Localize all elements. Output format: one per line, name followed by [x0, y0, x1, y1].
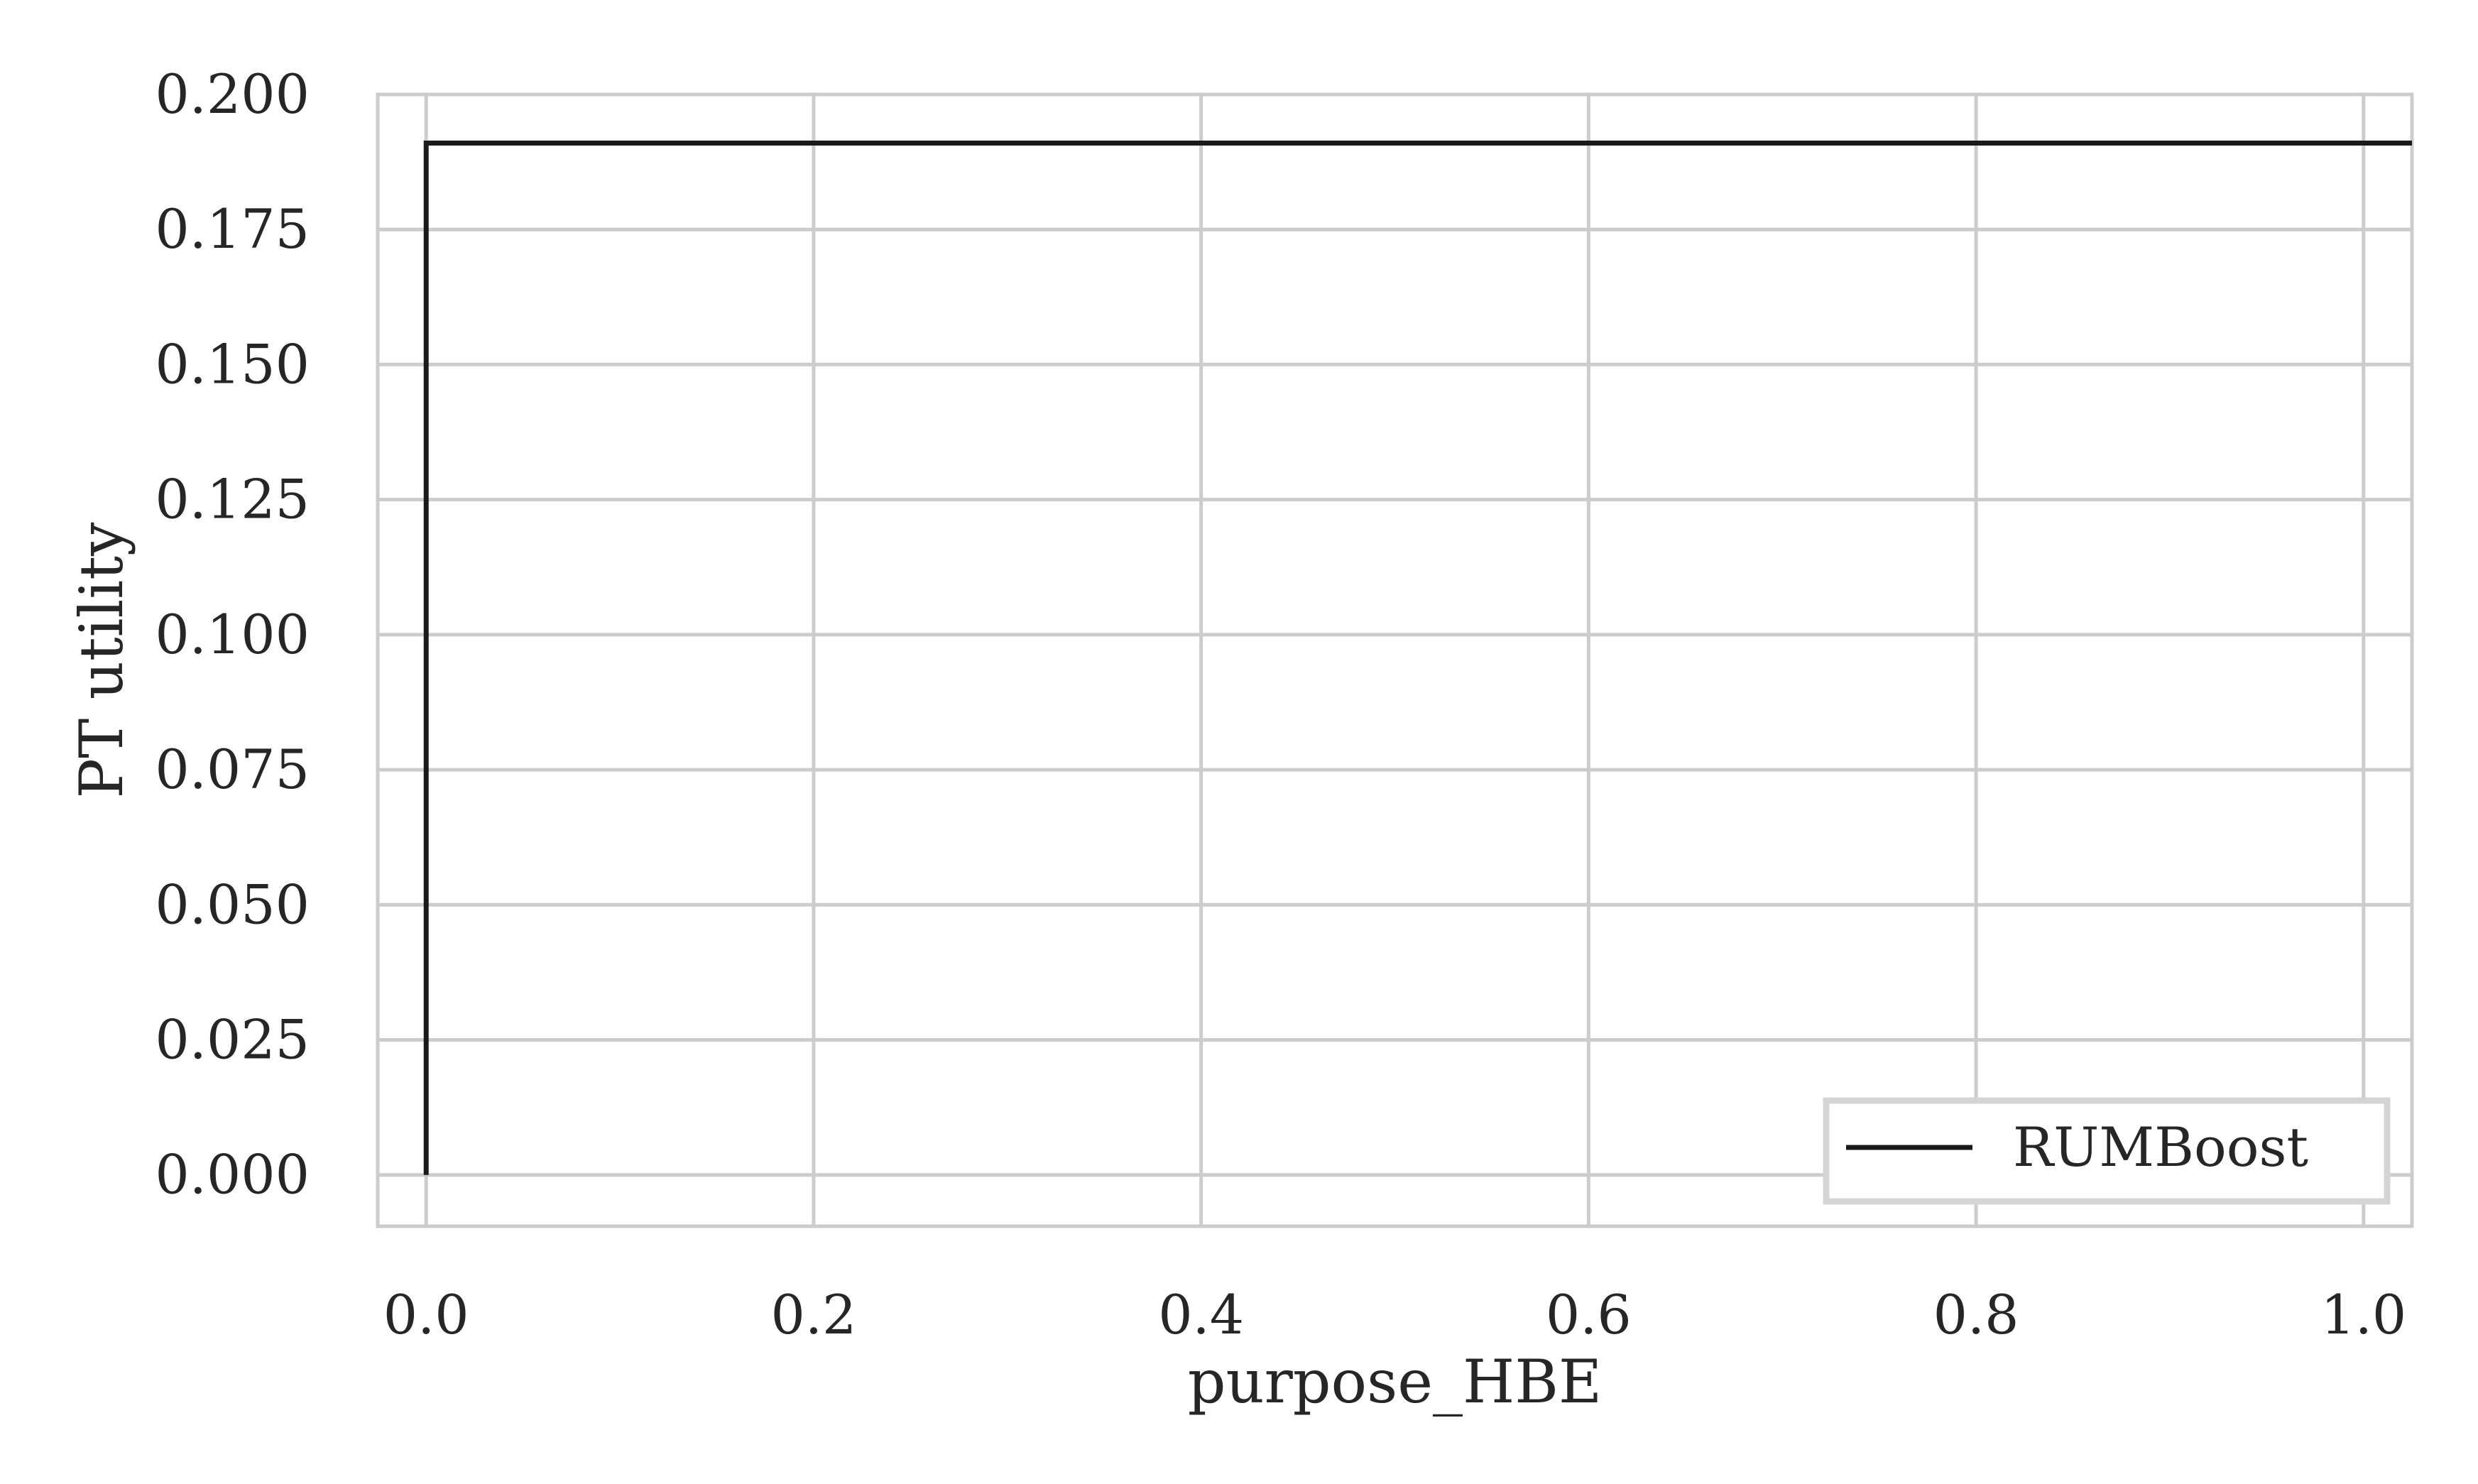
series-layer: [423, 140, 2412, 1175]
y-tick-label: 0.000: [155, 1143, 310, 1206]
legend: RUMBoost: [1823, 1097, 2391, 1205]
y-tick-label: 0.075: [155, 738, 310, 801]
x-tick-label: 0.2: [770, 1283, 856, 1346]
x-tick-labels: 0.0 0.2 0.4 0.6 0.8 1.0: [383, 1283, 2406, 1346]
y-tick-label: 0.100: [155, 603, 310, 666]
y-tick-label: 0.025: [155, 1008, 310, 1071]
y-tick-label: 0.125: [155, 468, 310, 531]
x-tick-label: 0.6: [1546, 1283, 1632, 1346]
y-tick-label: 0.150: [155, 332, 310, 395]
y-tick-label: 0.050: [155, 873, 310, 936]
legend-label-rumboost: RUMBoost: [2013, 1115, 2308, 1179]
y-tick-label: 0.175: [155, 197, 310, 261]
x-tick-label: 1.0: [2320, 1283, 2406, 1346]
x-tick-label: 0.4: [1158, 1283, 1244, 1346]
x-tick-label: 0.0: [383, 1283, 469, 1346]
grid: [378, 92, 2412, 1226]
y-axis-label: PT utility: [67, 522, 136, 798]
plot-frame: [376, 92, 2414, 1228]
y-tick-label: 0.200: [155, 62, 310, 126]
series-line-rumboost: [423, 140, 2412, 1175]
x-tick-label: 0.8: [1933, 1283, 2019, 1346]
x-axis-label: purpose_HBE: [1188, 1347, 1603, 1417]
y-tick-labels: 0.000 0.025 0.050 0.075 0.100 0.125 0.150 0.175…: [155, 62, 310, 1206]
legend-box: [1823, 1097, 2391, 1205]
